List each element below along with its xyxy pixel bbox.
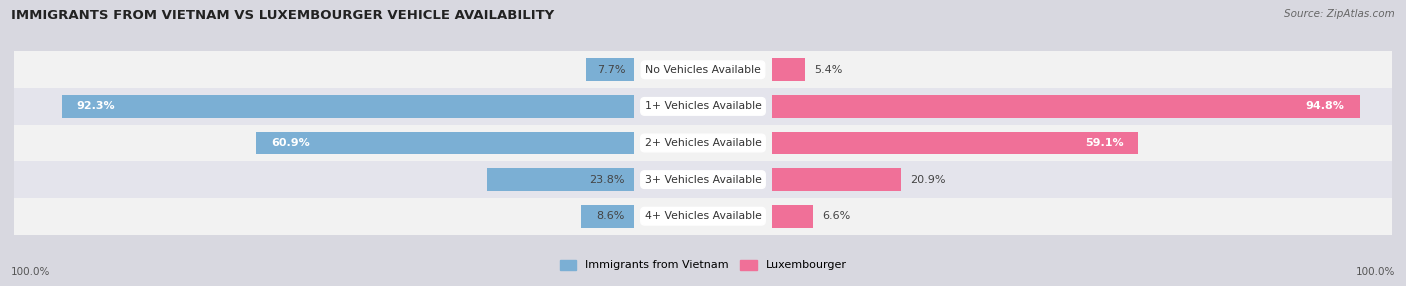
Bar bbox=[581, 205, 634, 228]
Text: 6.6%: 6.6% bbox=[821, 211, 851, 221]
Bar bbox=[14, 198, 1392, 235]
Bar bbox=[586, 58, 634, 81]
Text: No Vehicles Available: No Vehicles Available bbox=[645, 65, 761, 75]
Bar bbox=[14, 51, 1392, 88]
Text: 60.9%: 60.9% bbox=[271, 138, 311, 148]
Bar bbox=[772, 205, 813, 228]
Text: 94.8%: 94.8% bbox=[1306, 102, 1344, 111]
Bar bbox=[14, 88, 1392, 125]
Text: 7.7%: 7.7% bbox=[596, 65, 626, 75]
Text: 20.9%: 20.9% bbox=[911, 175, 946, 184]
Text: Source: ZipAtlas.com: Source: ZipAtlas.com bbox=[1284, 9, 1395, 19]
Bar bbox=[772, 168, 901, 191]
Bar bbox=[486, 168, 634, 191]
Text: 100.0%: 100.0% bbox=[11, 267, 51, 277]
Bar bbox=[772, 132, 1139, 154]
Bar bbox=[14, 161, 1392, 198]
Bar bbox=[256, 132, 634, 154]
Text: 8.6%: 8.6% bbox=[596, 211, 626, 221]
Text: 2+ Vehicles Available: 2+ Vehicles Available bbox=[644, 138, 762, 148]
Text: 5.4%: 5.4% bbox=[814, 65, 842, 75]
Text: 59.1%: 59.1% bbox=[1085, 138, 1123, 148]
Legend: Immigrants from Vietnam, Luxembourger: Immigrants from Vietnam, Luxembourger bbox=[555, 255, 851, 275]
Text: 23.8%: 23.8% bbox=[589, 175, 626, 184]
Bar bbox=[14, 125, 1392, 161]
Text: 3+ Vehicles Available: 3+ Vehicles Available bbox=[644, 175, 762, 184]
Bar bbox=[772, 95, 1360, 118]
Text: IMMIGRANTS FROM VIETNAM VS LUXEMBOURGER VEHICLE AVAILABILITY: IMMIGRANTS FROM VIETNAM VS LUXEMBOURGER … bbox=[11, 9, 554, 21]
Bar bbox=[62, 95, 634, 118]
Text: 4+ Vehicles Available: 4+ Vehicles Available bbox=[644, 211, 762, 221]
Bar bbox=[772, 58, 806, 81]
Text: 100.0%: 100.0% bbox=[1355, 267, 1395, 277]
Text: 1+ Vehicles Available: 1+ Vehicles Available bbox=[644, 102, 762, 111]
Text: 92.3%: 92.3% bbox=[77, 102, 115, 111]
